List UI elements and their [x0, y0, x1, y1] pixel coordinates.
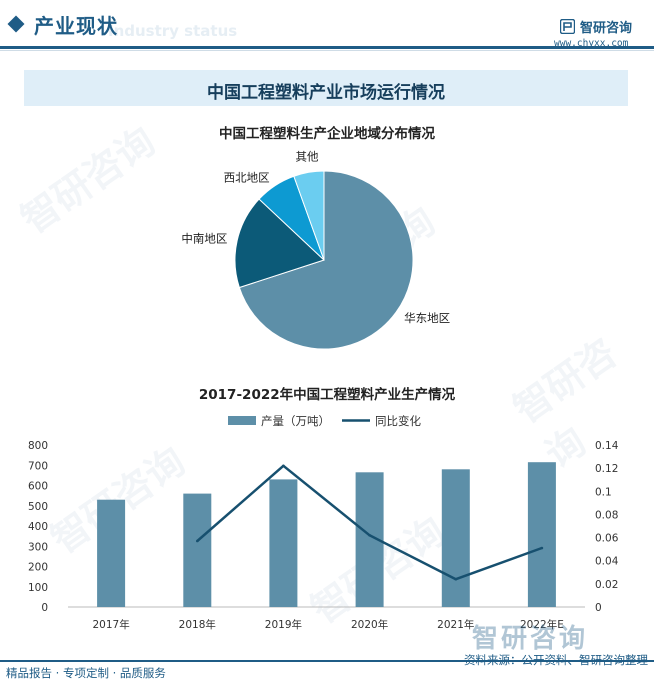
y-right-tick-label: 0.12: [595, 463, 618, 475]
y-right-tick-label: 0.1: [595, 486, 612, 498]
y-left-tick-label: 100: [28, 582, 48, 594]
x-tick-label: 2022年E: [520, 618, 564, 631]
header-diamond-icon: [7, 15, 25, 33]
legend-label-yoy: 同比变化: [375, 414, 421, 428]
pie-label-qita: 其他: [296, 150, 319, 164]
footer-source: 资料来源：公开资料、智研咨询整理: [464, 653, 648, 667]
footer-slogan: 精品报告 · 专项定制 · 品质服务: [6, 666, 166, 680]
section-banner-title: 中国工程塑料产业市场运行情况: [207, 83, 445, 103]
chart-legend: 产量（万吨） 同比变化: [228, 414, 421, 428]
brand-name: 智研咨询: [580, 21, 633, 36]
line-point-2018年: [196, 539, 199, 543]
y-left-tick-label: 300: [28, 541, 48, 553]
y-right-tick-label: 0.04: [595, 556, 619, 568]
x-tick-label: 2021年: [437, 618, 474, 631]
page-header: Industry status 产业现状 智研咨询 www.chyxx.com: [0, 0, 654, 52]
section-banner: 中国工程塑料产业市场运行情况: [24, 70, 628, 106]
y-right-tick-label: 0: [595, 602, 602, 614]
line-point-2021年: [454, 577, 458, 581]
y-left-tick-label: 600: [28, 481, 48, 493]
legend-swatch-production: [228, 416, 256, 425]
bar-2022年E: [527, 462, 556, 607]
y-right-tick-label: 0.14: [595, 440, 619, 452]
x-tick-label: 2019年: [265, 618, 302, 631]
bar-2019年: [269, 479, 298, 607]
line-point-2019年: [282, 464, 285, 468]
header-ghost-text: Industry status: [108, 22, 238, 40]
header-rule-thin: [0, 50, 654, 51]
bar-chart-title: 2017-2022年中国工程塑料产业生产情况: [198, 387, 456, 403]
x-tick-label: 2018年: [179, 618, 216, 631]
footer-rule: [0, 660, 654, 662]
header-rule: [0, 46, 654, 49]
y-left-tick-label: 0: [41, 602, 48, 614]
y-left-tick-label: 500: [28, 501, 48, 513]
bar-line-chart: 产量（万吨） 同比变化 0 100 200 300 400 500 600 700 800 0 0.02…: [28, 414, 619, 631]
pie-slice-zhongnan: [234, 198, 325, 289]
y-left-tick-label: 400: [28, 521, 48, 533]
pie-chart-title: 中国工程塑料生产企业地域分布情况: [219, 126, 435, 142]
line-point-2020年: [368, 534, 371, 537]
y-right-tick-label: 0.02: [595, 579, 618, 591]
pie-label-huadong: 华东地区: [404, 311, 450, 325]
pie-slice-qita: [293, 170, 325, 261]
x-tick-label: 2017年: [92, 618, 129, 631]
page-title: 产业现状: [34, 14, 118, 38]
y-left-tick-label: 800: [28, 440, 48, 452]
x-tick-label: 2020年: [351, 618, 388, 631]
y-right-tick-label: 0.08: [595, 509, 618, 521]
bar-2021年: [441, 469, 470, 607]
pie-chart: 华东地区 中南地区 西北地区 其他: [181, 150, 450, 350]
bar-2018年: [183, 493, 212, 607]
bar-2017年: [97, 499, 126, 607]
pie-slice-huadong: [238, 170, 414, 350]
legend-label-production: 产量（万吨）: [261, 414, 330, 428]
pie-label-xibei: 西北地区: [224, 170, 270, 184]
footer-brand-watermark: 智研咨询: [472, 624, 589, 654]
brand-logo-icon: [560, 19, 575, 34]
y-left-tick-label: 200: [28, 562, 48, 574]
y-left-tick-label: 700: [28, 460, 48, 472]
line-point-2022年E: [540, 546, 544, 550]
y-right-tick-label: 0.06: [595, 533, 619, 545]
pie-label-zhongnan: 中南地区: [181, 231, 227, 245]
brand-url: www.chyxx.com: [554, 38, 629, 49]
